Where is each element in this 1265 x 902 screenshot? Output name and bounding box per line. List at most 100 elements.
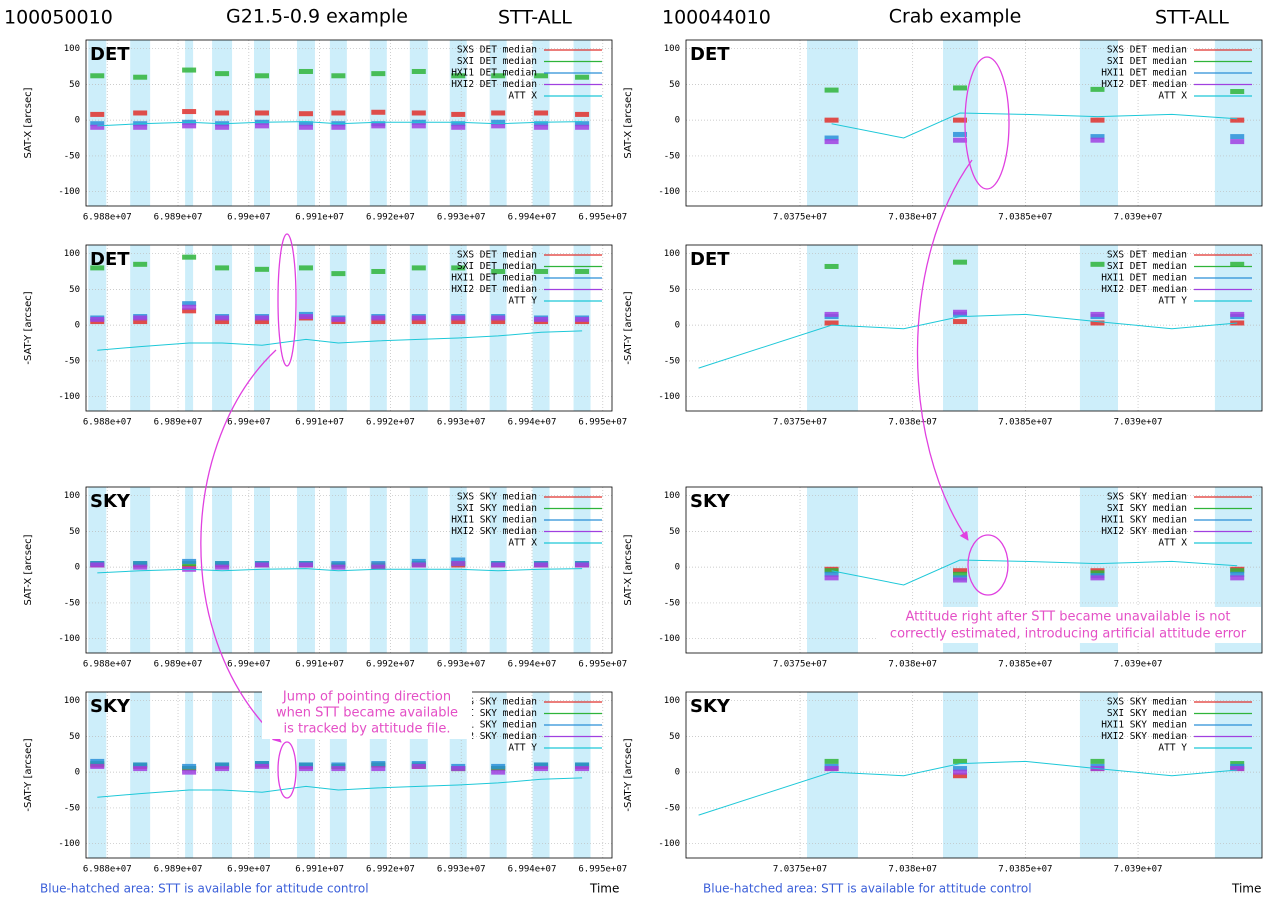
data-point — [534, 762, 549, 768]
y-tick-label: 50 — [669, 732, 680, 742]
legend-label: ATT X — [508, 91, 537, 102]
data-point — [411, 763, 426, 769]
x-tick-label: 6.989e+07 — [154, 418, 203, 428]
data-point — [371, 319, 386, 325]
obsid: 100050010 — [4, 7, 113, 29]
data-point — [411, 562, 426, 568]
x-axis-label: Time — [1231, 882, 1261, 896]
plots: -100 -50 0 50 100 6.988e+07 6.989e+07 6.99e+07 6… — [23, 39, 1263, 875]
panel-label: DET — [690, 44, 730, 65]
x-tick-label: 6.991e+07 — [295, 865, 344, 875]
footnote: Blue-hatched area: STT is available for … — [703, 882, 1032, 896]
data-point — [182, 123, 197, 129]
y-tick-label: -50 — [664, 151, 680, 161]
y-tick-label: -100 — [658, 392, 680, 402]
x-tick-label: 6.994e+07 — [508, 213, 557, 223]
data-point — [133, 319, 148, 325]
data-point — [534, 316, 549, 322]
data-point — [298, 121, 313, 127]
x-tick-label: 6.994e+07 — [508, 418, 557, 428]
y-tick-label: 0 — [75, 563, 80, 573]
data-point — [1230, 261, 1245, 267]
data-point — [451, 315, 466, 321]
stt-band — [943, 245, 979, 411]
data-point — [254, 266, 269, 272]
stt-band — [296, 487, 315, 653]
legend-label: HXI2 SKY median — [1101, 526, 1187, 537]
legend-label: SXS SKY median — [457, 697, 537, 708]
plot-area — [686, 40, 1262, 206]
panel-label: DET — [690, 249, 730, 270]
legend-label: HXI2 DET median — [1101, 284, 1187, 295]
x-tick-label: 6.994e+07 — [508, 865, 557, 875]
y-tick-label: -50 — [64, 356, 80, 366]
legend-label: HXI2 DET median — [1101, 79, 1187, 90]
data-point — [371, 315, 386, 321]
stt-band — [1079, 245, 1118, 411]
data-point — [1230, 761, 1245, 767]
data-point — [953, 758, 968, 764]
legend-label: SXS DET median — [457, 45, 537, 56]
data-point — [182, 254, 197, 260]
x-tick-label: 6.988e+07 — [83, 865, 132, 875]
x-tick-label: 6.988e+07 — [83, 418, 132, 428]
plot-frame — [685, 691, 1263, 859]
data-point — [1090, 575, 1105, 581]
annotation: Attitude right after STT became unavaila… — [905, 610, 1230, 625]
data-point — [451, 111, 466, 117]
data-point — [953, 773, 968, 779]
data-point — [90, 763, 105, 769]
y-tick-label: 50 — [69, 285, 80, 295]
y-tick-label: -50 — [64, 151, 80, 161]
x-tick-label: 7.039e+07 — [1114, 865, 1163, 875]
legend-label: HXI2 SKY median — [451, 731, 537, 742]
data-point — [254, 315, 269, 321]
y-tick-label: 100 — [64, 696, 80, 706]
data-point — [371, 561, 386, 567]
data-point — [491, 123, 506, 129]
att-line — [97, 568, 583, 574]
data-point — [1230, 117, 1245, 123]
stt-band — [449, 487, 467, 653]
data-point — [90, 265, 105, 271]
x-tick-label: 6.992e+07 — [366, 418, 415, 428]
data-point — [298, 111, 313, 117]
x-tick-label: 6.99e+07 — [227, 660, 270, 670]
y-axis-label: -SAT-Y [arcsec] — [623, 291, 634, 364]
plot-frame — [685, 39, 1263, 207]
panel-label: DET — [90, 44, 130, 65]
x-tick-label: 6.992e+07 — [366, 865, 415, 875]
data-point — [1230, 311, 1245, 317]
data-point — [133, 762, 148, 768]
data-point — [824, 311, 839, 317]
x-tick-label: 6.989e+07 — [154, 213, 203, 223]
y-tick-label: -100 — [58, 634, 80, 644]
att-line — [698, 313, 1238, 369]
x-tick-label: 7.039e+07 — [1114, 660, 1163, 670]
data-point — [133, 564, 148, 570]
stt-band — [253, 487, 270, 653]
y-tick-label: 100 — [64, 491, 80, 501]
annotation-shapes — [200, 56, 1010, 799]
x-tick-label: 7.0375e+07 — [773, 213, 827, 223]
stt-band — [807, 40, 858, 206]
x-tick-label: 6.988e+07 — [83, 660, 132, 670]
data-point — [411, 68, 426, 74]
annotation: when STT became available — [276, 706, 458, 721]
data-point — [1090, 320, 1105, 326]
data-point — [1230, 89, 1245, 95]
legend-label: HXI2 DET median — [451, 79, 537, 90]
y-tick-label: -50 — [664, 598, 680, 608]
stt-band — [807, 692, 858, 858]
stt-band — [573, 692, 591, 858]
att-line — [831, 559, 1238, 586]
y-tick-label: 50 — [69, 732, 80, 742]
data-point — [575, 121, 590, 127]
legend-label: HXI1 SKY median — [1101, 515, 1187, 526]
highlight-ellipse — [964, 56, 1010, 190]
stt-band — [185, 692, 194, 858]
annotation: Jump of pointing direction — [282, 690, 451, 705]
y-tick-label: 100 — [664, 44, 680, 54]
data-point — [575, 111, 590, 117]
y-tick-label: 100 — [664, 696, 680, 706]
